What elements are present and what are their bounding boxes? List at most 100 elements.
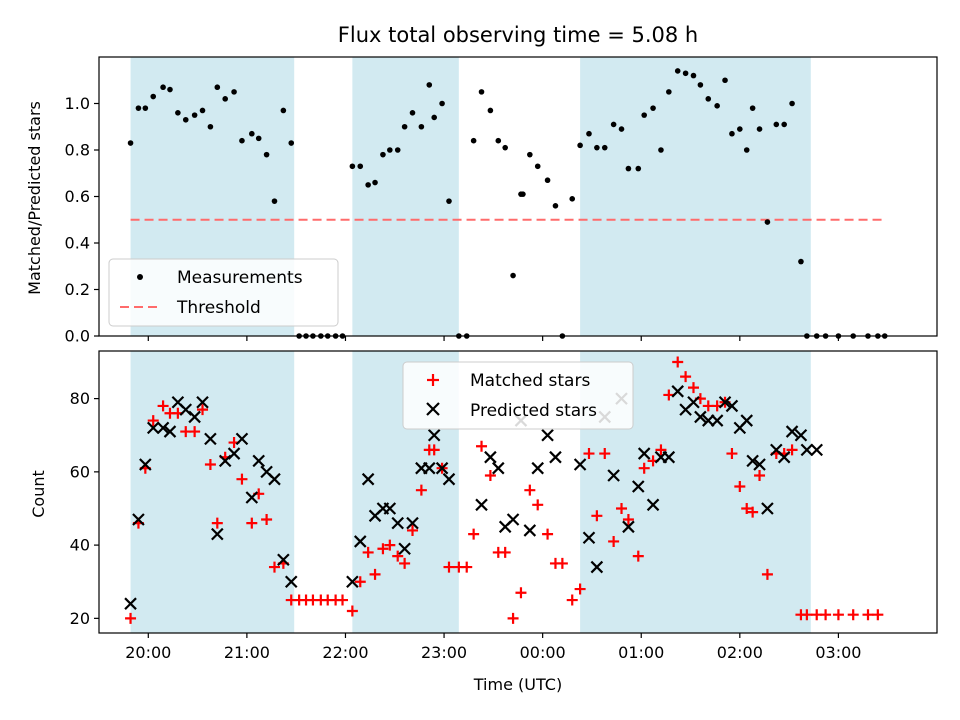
matched-star-point bbox=[754, 470, 766, 482]
measurement-point bbox=[182, 116, 189, 123]
measurement-point bbox=[426, 82, 433, 88]
measurement-point bbox=[666, 89, 672, 95]
measurement-point bbox=[697, 82, 704, 88]
measurement-point bbox=[160, 84, 166, 91]
measurement-point bbox=[199, 107, 206, 114]
matched-star-point bbox=[246, 517, 258, 529]
matched-star-point bbox=[337, 594, 349, 606]
matched-star-point bbox=[680, 371, 692, 383]
matched-star-point bbox=[726, 448, 738, 460]
measurement-point bbox=[231, 89, 237, 95]
matched-star-point bbox=[211, 517, 223, 529]
predicted-star-point bbox=[710, 414, 724, 427]
predicted-star-point bbox=[541, 428, 554, 442]
measurement-point bbox=[552, 203, 559, 209]
measurement-point bbox=[641, 112, 647, 118]
measurement-point bbox=[167, 86, 173, 93]
legend-predicted-marker bbox=[426, 402, 440, 416]
measurement-point bbox=[544, 177, 551, 184]
x-tick-label: 01:00 bbox=[618, 643, 664, 662]
predicted-star-point bbox=[694, 410, 707, 424]
predicted-star-point bbox=[124, 597, 137, 610]
bottom-y-tick-label: 20 bbox=[70, 609, 90, 628]
predicted-star-point bbox=[492, 461, 505, 475]
matched-star-point bbox=[415, 484, 427, 496]
measurement-point bbox=[431, 114, 438, 121]
matched-star-point bbox=[655, 444, 667, 456]
matched-star-point bbox=[566, 594, 578, 606]
x-tick-label: 23:00 bbox=[421, 643, 467, 662]
predicted-star-point bbox=[582, 531, 596, 545]
matched-star-point bbox=[204, 459, 216, 471]
measurement-point bbox=[401, 123, 408, 130]
measurement-point bbox=[714, 103, 720, 109]
measurement-point bbox=[682, 70, 689, 77]
measurement-point bbox=[737, 126, 743, 132]
predicted-star-point bbox=[268, 472, 281, 486]
matched-star-point bbox=[261, 513, 273, 525]
top-y-tick-label: 0.0 bbox=[65, 327, 90, 346]
matched-star-point bbox=[632, 550, 644, 562]
predicted-star-point bbox=[353, 535, 367, 548]
matched-star-point bbox=[672, 356, 684, 368]
measurement-point bbox=[409, 110, 416, 116]
measurement-point bbox=[534, 163, 541, 170]
top-panel: 0.0 0.2 0.4 0.6 0.8 1.0 Matched/Predicted sta… bbox=[25, 56, 938, 346]
matched-star-point bbox=[524, 484, 536, 496]
predicted-star-point bbox=[284, 575, 298, 589]
measurement-point bbox=[255, 135, 262, 142]
matched-star-point bbox=[747, 506, 759, 518]
measurement-point bbox=[773, 121, 780, 128]
bottom-panel: 20 40 60 80 20:00 21:00 22:00 23:00 00:00 01:00 0… bbox=[29, 351, 938, 662]
matched-star-point bbox=[761, 568, 773, 580]
top-observing-windows bbox=[130, 57, 811, 336]
bottom-legend: Matched stars Predicted stars bbox=[402, 361, 634, 430]
matched-star-point bbox=[443, 561, 455, 573]
measurement-point bbox=[439, 100, 445, 107]
measurement-point bbox=[781, 121, 787, 128]
matched-star-point bbox=[734, 481, 746, 493]
x-tick-label: 22:00 bbox=[322, 643, 368, 662]
legend-matched-label: Matched stars bbox=[470, 371, 590, 391]
top-y-ticks: 0.0 0.2 0.4 0.6 0.8 1.0 bbox=[65, 94, 99, 346]
predicted-star-point bbox=[785, 425, 799, 438]
observing-window-2 bbox=[352, 57, 459, 336]
predicted-star-point bbox=[139, 458, 152, 471]
matched-star-point bbox=[484, 470, 496, 482]
matched-star-point bbox=[407, 524, 419, 536]
matched-star-point bbox=[392, 550, 404, 562]
matched-star-point bbox=[369, 568, 381, 580]
predicted-star-point bbox=[188, 410, 201, 424]
measurement-point bbox=[263, 151, 270, 158]
matched-star-point bbox=[507, 612, 519, 624]
bottom-y-tick-label: 80 bbox=[70, 389, 90, 408]
chart-title: Flux total observing time = 5.08 h bbox=[338, 23, 698, 47]
legend-threshold-label: Threshold bbox=[176, 298, 261, 318]
measurement-point bbox=[577, 142, 583, 149]
predicted-star-point bbox=[687, 395, 700, 409]
top-y-tick-label: 1.0 bbox=[65, 94, 90, 113]
measurement-point bbox=[280, 107, 287, 114]
matched-star-point bbox=[499, 546, 511, 558]
observing-window-3 bbox=[580, 57, 811, 336]
predicted-star-point bbox=[646, 498, 660, 512]
measurement-point bbox=[625, 165, 632, 172]
matched-star-point bbox=[741, 502, 753, 514]
measurement-point bbox=[365, 182, 371, 188]
predicted-star-point bbox=[531, 461, 544, 475]
predicted-star-point bbox=[422, 461, 436, 475]
matched-star-point bbox=[786, 444, 798, 456]
measurement-point bbox=[357, 163, 364, 170]
matched-star-point bbox=[801, 609, 813, 621]
x-tick-label: 00:00 bbox=[520, 643, 566, 662]
predicted-star-point bbox=[245, 491, 259, 504]
predicted-star-point bbox=[146, 421, 160, 435]
predicted-star-point bbox=[800, 443, 814, 457]
predicted-star-point bbox=[671, 385, 684, 398]
legend-predicted-label: Predicted stars bbox=[470, 401, 597, 421]
measurement-point bbox=[520, 191, 526, 197]
measurement-points bbox=[127, 68, 888, 339]
predicted-star-point bbox=[156, 421, 170, 435]
measurement-point bbox=[764, 219, 771, 225]
measurement-point bbox=[756, 126, 763, 132]
